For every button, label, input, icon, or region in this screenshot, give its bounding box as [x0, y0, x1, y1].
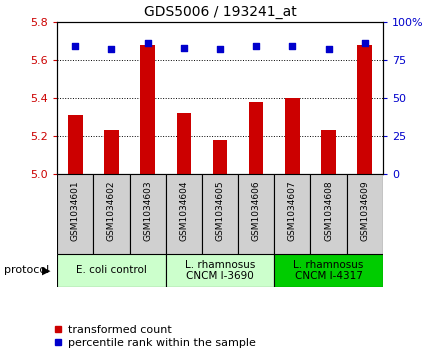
Bar — [57, 254, 166, 287]
Bar — [249, 102, 264, 174]
Text: L. rhamnosus
CNCM I-3690: L. rhamnosus CNCM I-3690 — [185, 260, 255, 281]
Text: protocol: protocol — [4, 265, 50, 276]
Point — [180, 45, 187, 50]
Bar — [93, 174, 129, 254]
Text: GSM1034603: GSM1034603 — [143, 181, 152, 241]
Bar — [285, 98, 300, 174]
Point — [289, 43, 296, 49]
Point — [72, 43, 79, 49]
Title: GDS5006 / 193241_at: GDS5006 / 193241_at — [143, 5, 297, 19]
Text: GSM1034602: GSM1034602 — [107, 181, 116, 241]
Text: GSM1034604: GSM1034604 — [180, 181, 188, 241]
Bar — [166, 254, 274, 287]
Bar — [347, 174, 383, 254]
Bar — [311, 174, 347, 254]
Bar — [274, 174, 311, 254]
Point — [216, 46, 224, 52]
Text: GSM1034601: GSM1034601 — [71, 181, 80, 241]
Text: GSM1034607: GSM1034607 — [288, 181, 297, 241]
Bar — [166, 174, 202, 254]
Point — [325, 46, 332, 52]
Bar — [140, 45, 155, 174]
Bar — [176, 113, 191, 174]
Bar — [68, 115, 83, 174]
Bar — [129, 174, 166, 254]
Bar — [238, 174, 274, 254]
Bar — [357, 45, 372, 174]
Bar — [321, 130, 336, 174]
Text: ▶: ▶ — [42, 265, 50, 276]
Bar — [104, 130, 119, 174]
Text: E. coli control: E. coli control — [76, 265, 147, 276]
Bar — [202, 174, 238, 254]
Point — [108, 46, 115, 52]
Text: GSM1034605: GSM1034605 — [216, 181, 224, 241]
Bar — [213, 140, 227, 174]
Point — [144, 40, 151, 46]
Text: GSM1034606: GSM1034606 — [252, 181, 260, 241]
Text: GSM1034609: GSM1034609 — [360, 181, 369, 241]
Point — [253, 43, 260, 49]
Point — [361, 40, 368, 46]
Bar — [57, 174, 93, 254]
Text: L. rhamnosus
CNCM I-4317: L. rhamnosus CNCM I-4317 — [293, 260, 364, 281]
Bar — [274, 254, 383, 287]
Legend: transformed count, percentile rank within the sample: transformed count, percentile rank withi… — [54, 325, 256, 348]
Text: GSM1034608: GSM1034608 — [324, 181, 333, 241]
